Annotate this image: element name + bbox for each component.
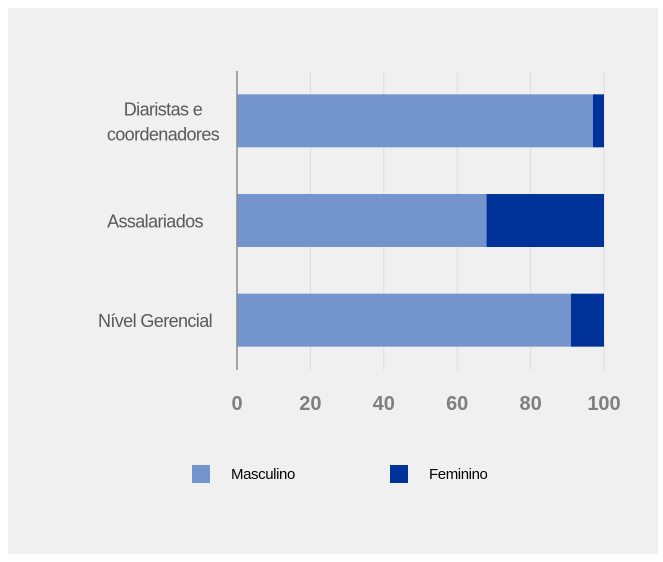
x-tick-label-20: 20 [299, 393, 321, 415]
category-label-2: Nível Gerencial [98, 311, 212, 331]
legend-swatch-feminino [390, 465, 408, 483]
bar-layer [237, 94, 604, 347]
category-label-0: Diaristas e coordenadores [107, 99, 220, 144]
bar-masculino-1 [237, 194, 487, 247]
bar-masculino-0 [237, 94, 593, 148]
legend-label-feminino: Feminino [429, 465, 488, 483]
legend-swatch-masculino [192, 465, 210, 483]
x-tick-label-80: 80 [519, 393, 541, 415]
x-tick-label-60: 60 [446, 393, 468, 415]
x-tick-label-100: 100 [587, 393, 620, 415]
category-label-1: Assalariados [107, 212, 203, 232]
x-tick-label-40: 40 [373, 393, 395, 415]
legend-label-masculino: Masculino [231, 465, 295, 483]
x-tick-label-0: 0 [231, 393, 242, 415]
bar-chart: Diaristas e coordenadores Assalariados Níve… [98, 71, 621, 415]
bar-feminino-0 [592, 94, 604, 148]
x-tick-labels: 0 20 40 60 80 100 [231, 393, 620, 415]
bar-feminino-2 [570, 293, 604, 347]
chart-panel: Diaristas e coordenadores Assalariados Níve… [8, 8, 658, 554]
legend-item-masculino: Masculino [192, 465, 295, 483]
legend-item-feminino: Feminino [390, 465, 488, 483]
bar-masculino-2 [237, 293, 571, 347]
category-labels: Diaristas e coordenadores Assalariados Níve… [98, 99, 220, 331]
bar-feminino-1 [486, 194, 604, 247]
